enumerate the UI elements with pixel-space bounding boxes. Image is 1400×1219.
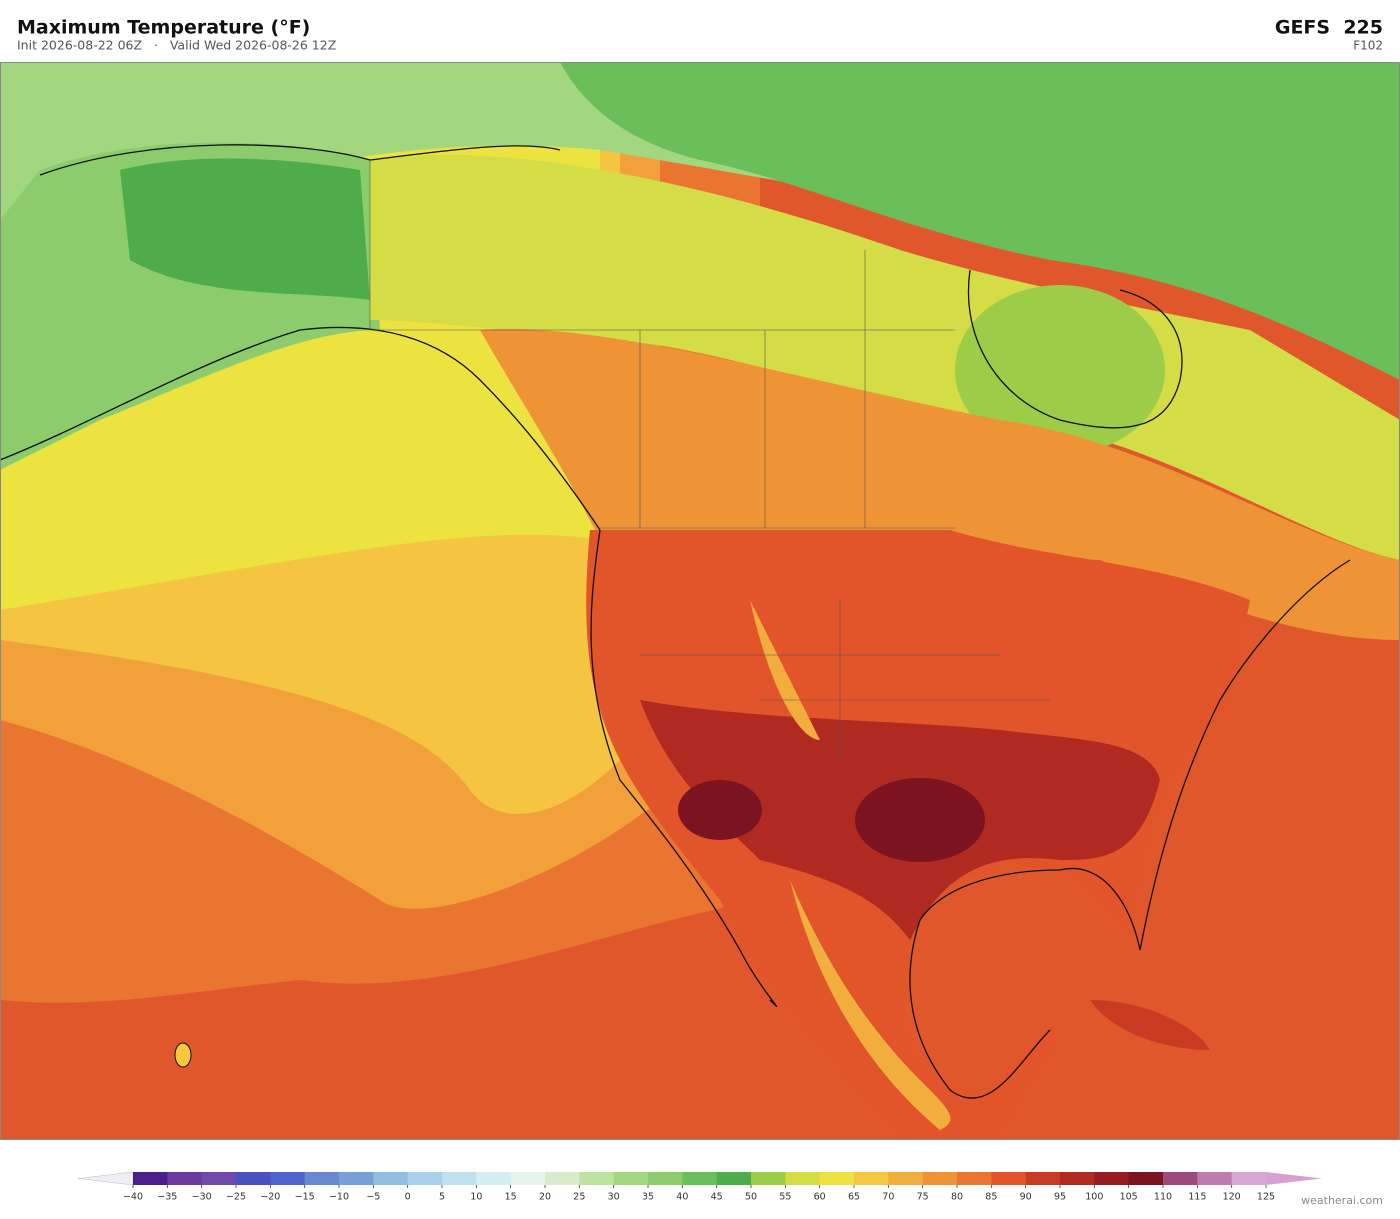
- colorbar-tick-label: 10: [470, 1192, 482, 1203]
- colorbar-segment: [442, 1172, 477, 1185]
- colorbar-tick-label: 55: [779, 1192, 791, 1203]
- colorbar-tick-label: −30: [192, 1192, 212, 1203]
- colorbar-under: [77, 1171, 134, 1186]
- colorbar-segment: [922, 1172, 958, 1185]
- colorbar-tick-label: 95: [1054, 1192, 1066, 1203]
- colorbar-tick-label: 90: [1020, 1192, 1032, 1203]
- colorbar-segment: [957, 1172, 992, 1185]
- colorbar-segment: [304, 1172, 340, 1185]
- colorbar-tick-label: 60: [814, 1192, 826, 1203]
- map-subtitle: Init 2026-08-22 06Z · Valid Wed 2026-08-…: [17, 38, 336, 53]
- colorbar-segment: [133, 1172, 168, 1185]
- colorbar-segment: [819, 1172, 855, 1185]
- colorbar-segment: [167, 1172, 203, 1185]
- colorbar-segment: [682, 1172, 718, 1185]
- colorbar-tick-label: 120: [1223, 1192, 1241, 1203]
- colorbar-segment: [1163, 1172, 1198, 1185]
- colorbar-tick-label: 15: [505, 1192, 517, 1203]
- colorbar-tick-label: 35: [642, 1192, 654, 1203]
- colorbar-tick-label: 40: [676, 1192, 688, 1203]
- colorbar-tick-label: −15: [295, 1192, 315, 1203]
- credit: weatherai.com: [1301, 1194, 1383, 1207]
- colorbar-segment: [1060, 1172, 1095, 1185]
- colorbar-segment: [854, 1172, 889, 1185]
- colorbar-tick-label: 20: [539, 1192, 551, 1203]
- map: [0, 62, 1400, 1140]
- colorbar-tick-label: 110: [1154, 1192, 1172, 1203]
- colorbar-tick-label: −35: [157, 1192, 177, 1203]
- colorbar-segment: [1094, 1172, 1130, 1185]
- colorbar-segment: [545, 1172, 580, 1185]
- colorbar-tick-label: 70: [882, 1192, 894, 1203]
- colorbar-segment: [1197, 1172, 1233, 1185]
- colorbar-segment: [476, 1172, 512, 1185]
- colorbar-segment: [579, 1172, 615, 1185]
- colorbar-tick-label: 0: [405, 1192, 411, 1203]
- colorbar-tick-label: 105: [1120, 1192, 1138, 1203]
- colorbar-tick-label: 30: [608, 1192, 620, 1203]
- colorbar-segment: [236, 1172, 271, 1185]
- colorbar-tick-label: 85: [985, 1192, 997, 1203]
- colorbar-segment: [751, 1172, 786, 1185]
- colorbar-tick-label: 25: [573, 1192, 585, 1203]
- colorbar-segment: [716, 1172, 752, 1185]
- colorbar-tick-label: −40: [123, 1192, 143, 1203]
- colorbar-segment: [991, 1172, 1027, 1185]
- colorbar-tick-label: 125: [1257, 1192, 1275, 1203]
- colorbar-segment: [1025, 1172, 1061, 1185]
- colorbar-tick-label: 80: [951, 1192, 963, 1203]
- colorbar-tick-label: 65: [848, 1192, 860, 1203]
- colorbar-segment: [407, 1172, 443, 1185]
- colorbar-tick-label: 100: [1085, 1192, 1103, 1203]
- colorbar-tick-label: 50: [745, 1192, 757, 1203]
- colorbar-tick-label: 75: [917, 1192, 929, 1203]
- colorbar-segment: [201, 1172, 237, 1185]
- colorbar-segment: [888, 1172, 924, 1185]
- colorbar-segment: [373, 1172, 409, 1185]
- colorbar-tick-label: −5: [366, 1192, 380, 1203]
- colorbar-tick-label: 45: [711, 1192, 723, 1203]
- map-title: Maximum Temperature (°F): [17, 17, 310, 39]
- colorbar-segment: [648, 1172, 683, 1185]
- colorbar-segment: [270, 1172, 306, 1185]
- colorbar-segment: [613, 1172, 649, 1185]
- colorbar-tick-label: 115: [1188, 1192, 1206, 1203]
- colorbar-tick-label: 5: [439, 1192, 445, 1203]
- forecast-hour: F102: [1353, 39, 1383, 53]
- colorbar-tick-label: −10: [329, 1192, 349, 1203]
- colorbar-segment: [510, 1172, 546, 1185]
- colorbar-segment: [1128, 1172, 1164, 1185]
- colorbar-segment: [339, 1172, 374, 1185]
- colorbar-tick-label: −25: [226, 1192, 246, 1203]
- colorbar-segment: [785, 1172, 821, 1185]
- colorbar-over: [1266, 1172, 1322, 1185]
- model-name: GEFS 225: [1275, 17, 1383, 39]
- colorbar-tick-label: −20: [260, 1192, 280, 1203]
- colorbar-segment: [1231, 1172, 1267, 1185]
- colorbar: −40 −35 −30 −25 −20 −15 −10 −5 0 5 10 15 20 25 30 35 40 4…: [77, 1171, 1322, 1203]
